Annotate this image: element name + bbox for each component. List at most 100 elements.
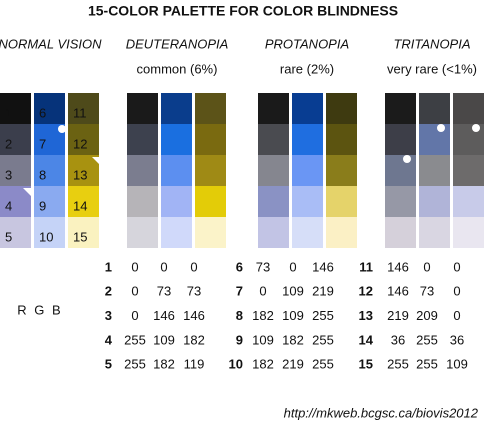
swatch [0,217,31,248]
marker-circle [58,125,66,133]
marker-circle [472,124,480,132]
swatch [68,217,99,248]
rgb-value: 146 [387,259,409,274]
swatch-label: 4 [5,198,12,213]
rgb-value: 109 [282,308,304,323]
swatch-label: 9 [39,198,46,213]
swatch-label: 12 [73,136,87,151]
swatch-label: 15 [73,229,87,244]
title: 15-COLOR PALETTE FOR COLOR BLINDNESS [88,3,398,19]
group-subtitle: rare (2%) [280,61,334,76]
rgb-value: 0 [131,308,138,323]
swatch [68,124,99,155]
rgb-value: 219 [312,284,334,299]
swatch [385,217,416,248]
color-index: 9 [236,332,243,347]
swatch [258,155,289,186]
swatch [161,186,192,217]
swatch [34,217,65,248]
rgb-value: 255 [312,332,334,347]
rgb-value: 255 [312,308,334,323]
rgb-value: 0 [453,259,460,274]
rgb-value: 0 [453,284,460,299]
swatch [326,124,357,155]
swatch [385,124,416,155]
rgb-value: 182 [252,357,274,372]
marker-circle [403,155,411,163]
rgb-value: 0 [131,284,138,299]
rgb-value: 0 [289,259,296,274]
color-index: 6 [236,259,243,274]
swatch [385,155,416,186]
swatch-label: 7 [39,136,46,151]
rgb-value: 109 [153,332,175,347]
color-index: 13 [359,308,373,323]
swatch [292,186,323,217]
color-index: 14 [359,332,374,347]
rgb-value: 73 [187,284,201,299]
swatch [385,186,416,217]
rgb-value: 182 [153,357,175,372]
rgb-value: 0 [259,284,266,299]
marker-circle [437,124,445,132]
swatch [34,186,65,217]
group-title: TRITANOPIA [393,36,470,51]
swatch-label: 14 [73,198,87,213]
rgb-value: 182 [282,332,304,347]
rgb-value: 255 [416,357,438,372]
swatch-label: 11 [73,105,87,120]
swatch [127,93,158,124]
swatch [419,217,450,248]
rgb-value: 73 [420,284,434,299]
swatch [0,155,31,186]
swatch [453,93,484,124]
group-title: NORMAL VISION [0,36,102,51]
rgb-value: 219 [282,357,304,372]
color-index: 2 [105,284,112,299]
swatch [0,124,31,155]
swatch [127,155,158,186]
marker-triangle [23,188,31,196]
group-title: DEUTERANOPIA [126,36,229,51]
rgb-value: 109 [446,357,468,372]
rgb-value: 73 [157,284,171,299]
swatch [258,217,289,248]
rgb-value: 146 [387,284,409,299]
rgb-value: 255 [124,357,146,372]
swatch [68,93,99,124]
swatch [326,186,357,217]
color-index: 3 [105,308,112,323]
rgb-value: 109 [252,332,274,347]
swatch [68,155,99,186]
swatch [195,217,226,248]
rgb-value: 255 [312,357,334,372]
group-title: PROTANOPIA [265,36,349,51]
swatch [419,93,450,124]
color-index: 7 [236,284,243,299]
rgb-value: 182 [183,332,205,347]
rgb-value: 36 [391,332,405,347]
rgb-value: 0 [160,259,167,274]
swatch [419,155,450,186]
swatch [326,155,357,186]
rgb-value: 0 [423,259,430,274]
rgb-value: 146 [312,259,334,274]
swatch [195,155,226,186]
markers [23,124,480,196]
color-index: 8 [236,308,243,323]
marker-triangle [92,157,100,165]
swatch-label: 10 [39,229,53,244]
swatch [292,217,323,248]
swatch-label: 2 [5,136,12,151]
swatch-label: 8 [39,167,46,182]
swatch [195,124,226,155]
color-index: 10 [229,357,243,372]
group-subtitle: common (6%) [137,61,218,76]
swatch [292,155,323,186]
color-index: 12 [359,284,373,299]
rgb-value: 219 [387,308,409,323]
swatch [161,155,192,186]
color-index: 4 [105,332,113,347]
url: http://mkweb.bcgsc.ca/biovis2012 [284,405,479,420]
